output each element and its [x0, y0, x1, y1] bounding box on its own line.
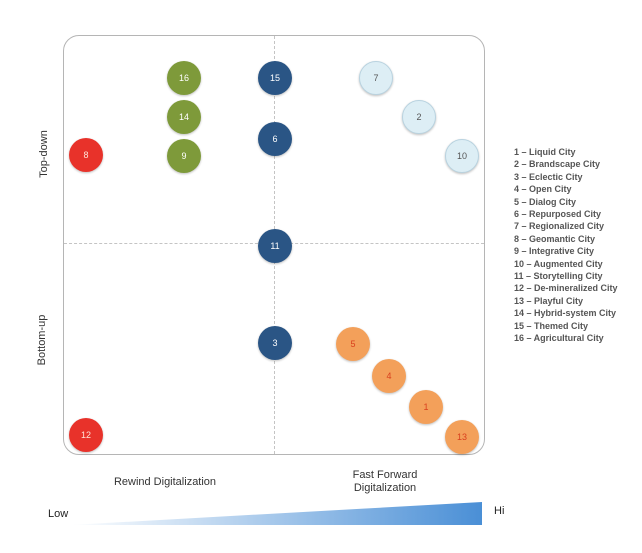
legend-item: 8 – Geomantic City [514, 233, 596, 244]
legend-item: 12 – De-mineralized City [514, 283, 618, 294]
legend-item: 7 – Regionalized City [514, 221, 605, 232]
node-1: 1 [409, 390, 443, 424]
digitalization-gradient [70, 502, 482, 525]
legend-item: 16 – Agricultural City [514, 333, 604, 344]
legend-item: 14 – Hybrid-system City [514, 308, 617, 319]
node-12: 12 [69, 418, 103, 452]
node-15: 15 [258, 61, 292, 95]
legend-item: 6 – Repurposed City [514, 209, 602, 220]
node-13: 13 [445, 420, 479, 454]
node-2: 2 [402, 100, 436, 134]
legend-item: 9 – Integrative City [514, 246, 595, 257]
legend-item: 2 – Brandscape City [514, 159, 601, 170]
legend-item: 15 – Themed City [514, 320, 589, 331]
node-7: 7 [359, 61, 393, 95]
node-10: 10 [445, 139, 479, 173]
matrix-frame [63, 35, 485, 455]
legend-item: 10 – Augmented City [514, 258, 603, 269]
y-axis-label-bottom: Bottom-up [36, 314, 48, 366]
node-16: 16 [167, 61, 201, 95]
node-8: 8 [69, 138, 103, 172]
legend-item: 4 – Open City [514, 184, 572, 195]
node-9: 9 [167, 139, 201, 173]
legend-item: 11 – Storytelling City [514, 271, 603, 282]
x-axis-label-right-line2: Digitalization [353, 482, 417, 494]
node-11: 11 [258, 229, 292, 263]
scale-low-label: Low [48, 508, 69, 520]
node-6: 6 [258, 122, 292, 156]
legend-item: 3 – Eclectic City [514, 171, 583, 182]
x-axis-label-right-line1: Fast Forward [352, 469, 418, 481]
scale-high-label: Hi [494, 505, 505, 517]
legend-item: 1 – Liquid City [514, 147, 576, 157]
x-axis-label-right: Fast Forward Digitalization [330, 469, 440, 495]
legend-item: 13 – Playful City [514, 295, 584, 306]
node-4: 4 [372, 359, 406, 393]
legend-item: 5 – Dialog City [514, 196, 577, 207]
node-3: 3 [258, 326, 292, 360]
node-5: 5 [336, 327, 370, 361]
node-14: 14 [167, 100, 201, 134]
y-axis-label-top: Top-down [38, 130, 50, 178]
legend: 1 – Liquid City 2 – Brandscape City 3 – Ec… [514, 146, 618, 345]
x-axis-label-left: Rewind Digitalization [113, 476, 217, 488]
